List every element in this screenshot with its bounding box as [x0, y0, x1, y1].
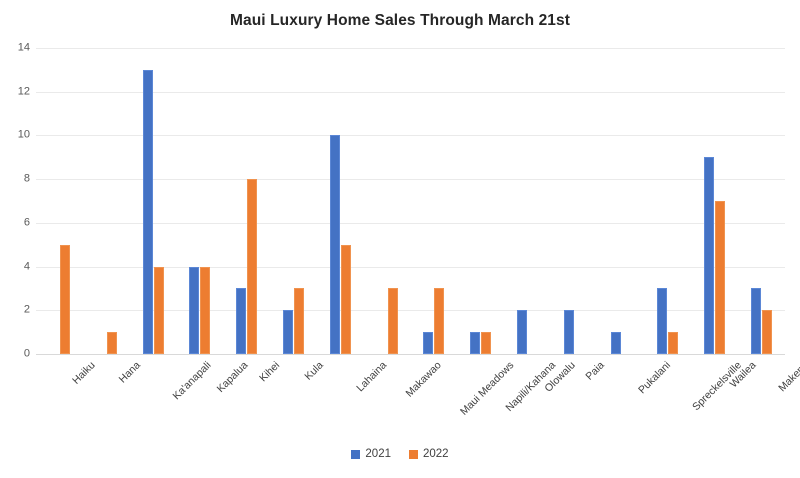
- x-axis-tick-label: Hana: [116, 359, 144, 386]
- bar-2021: [189, 266, 200, 354]
- bar-group: [551, 48, 598, 354]
- x-axis-tick-label: Makena: [775, 359, 800, 395]
- bar-2022: [762, 310, 773, 354]
- legend-swatch-icon: [409, 450, 418, 460]
- x-axis: Haiku Hana Ka'anapali Kapalua Kihei Kula Lahai…: [36, 354, 800, 444]
- bar-group: [645, 48, 692, 354]
- bar-group: [598, 48, 645, 354]
- legend-item-2022[interactable]: 2022: [409, 448, 449, 461]
- gridline: [36, 135, 785, 137]
- bar-2022: [668, 332, 679, 354]
- bar-2021: [470, 332, 481, 354]
- y-axis-tick-label: 10: [17, 128, 30, 141]
- gridline: [36, 179, 785, 181]
- bar-2021: [563, 310, 574, 354]
- bar-group: [364, 48, 411, 354]
- x-axis-tick-label: Kihei: [256, 359, 282, 385]
- bar-2022: [247, 179, 258, 354]
- bar-2022: [153, 266, 164, 354]
- bar-2021: [704, 157, 715, 354]
- x-axis-line: [36, 354, 785, 355]
- x-axis-tick-label: Ka'anapali: [170, 359, 214, 403]
- y-axis-tick-label: 0: [23, 347, 30, 360]
- bar-2021: [517, 310, 528, 354]
- legend-item-2021[interactable]: 2021: [351, 448, 391, 461]
- y-axis-tick-label: 14: [17, 41, 30, 54]
- chart-title: Maui Luxury Home Sales Through March 21s…: [229, 12, 570, 29]
- bars-layer: [36, 48, 785, 354]
- gridline: [36, 222, 785, 224]
- bar-group: [317, 48, 364, 354]
- legend-label: 2022: [423, 448, 449, 460]
- bar-2022: [59, 244, 70, 354]
- bar-group: [83, 48, 130, 354]
- chart-legend: 2021 2022: [0, 448, 800, 461]
- bar-2021: [142, 69, 153, 354]
- x-axis-tick-label: Pukalani: [636, 359, 674, 397]
- bar-group: [504, 48, 551, 354]
- bar-group: [738, 48, 785, 354]
- bar-2021: [282, 310, 293, 354]
- gridline: [36, 266, 785, 268]
- bar-group: [270, 48, 317, 354]
- x-axis-tick-label: Paia: [583, 359, 608, 383]
- y-axis-tick-label: 8: [23, 172, 30, 185]
- x-axis-tick-label: Haiku: [70, 359, 99, 387]
- y-axis-tick-label: 4: [23, 260, 30, 273]
- y-axis: 0 2 4 6 8 10 12 14: [0, 42, 30, 359]
- bar-2022: [200, 266, 211, 354]
- gridline: [36, 91, 785, 93]
- bar-2022: [293, 288, 304, 354]
- bar-2021: [751, 288, 762, 354]
- x-axis-tick-label: Makawao: [403, 359, 444, 400]
- legend-swatch-icon: [351, 450, 361, 460]
- bar-group: [223, 48, 270, 354]
- bar-group: [411, 48, 458, 354]
- gridline: [36, 310, 785, 312]
- bar-group: [36, 48, 83, 354]
- x-axis-tick-label: Lahaina: [354, 359, 390, 395]
- y-axis-tick-label: 2: [23, 303, 30, 316]
- bar-2022: [715, 201, 726, 354]
- bar-2022: [434, 288, 445, 354]
- bar-2021: [236, 288, 247, 354]
- bar-2021: [657, 288, 668, 354]
- bar-2022: [481, 332, 492, 354]
- y-axis-tick-label: 12: [17, 85, 30, 98]
- y-axis-tick-label: 6: [23, 216, 30, 229]
- bar-group: [457, 48, 504, 354]
- bar-2022: [340, 244, 351, 354]
- bar-2022: [106, 332, 117, 354]
- x-axis-tick-label: Kapalua: [214, 359, 251, 396]
- bar-group: [130, 48, 177, 354]
- bar-2022: [387, 288, 398, 354]
- gridline: [36, 48, 785, 49]
- x-axis-tick-label: Kula: [302, 359, 327, 383]
- bar-group: [176, 48, 223, 354]
- bar-2021: [329, 135, 340, 354]
- legend-label: 2021: [365, 448, 391, 460]
- bar-group: [691, 48, 738, 354]
- bar-2021: [423, 332, 434, 354]
- bar-2021: [610, 332, 621, 354]
